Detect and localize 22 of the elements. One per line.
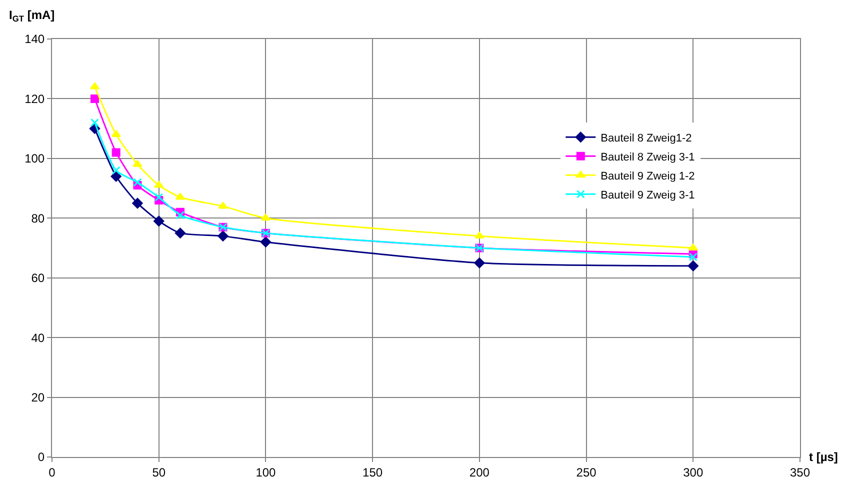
x-tick-label: 150 (362, 465, 383, 480)
x-tick-label: 200 (469, 465, 490, 480)
y-tick-label: 80 (31, 211, 45, 226)
y-tick-label: 60 (31, 271, 45, 286)
legend-label: Bauteil 9 Zweig 1-2 (600, 170, 695, 182)
y-tick-label: 40 (31, 330, 45, 345)
y-tick-label: 20 (31, 390, 45, 404)
x-tick-label: 50 (152, 465, 166, 480)
x-tick-label: 350 (790, 465, 810, 480)
x-tick-label: 300 (683, 465, 704, 480)
x-tick-label: 100 (256, 465, 276, 480)
legend-label: Bauteil 8 Zweig1-2 (600, 132, 692, 144)
x-tick-label: 250 (576, 465, 597, 480)
y-tick-label: 100 (24, 152, 45, 166)
x-axis-title: t [µs] (809, 450, 838, 464)
y-axis-title: I$_{GT}$ [mA] (9, 8, 55, 24)
legend-label: Bauteil 8 Zweig 3-1 (600, 151, 695, 164)
y-tick-label: 0 (38, 450, 45, 464)
y-tick-label: 140 (24, 32, 45, 46)
y-tick-label: 120 (24, 92, 45, 106)
x-tick-label: 0 (48, 465, 56, 480)
legend-label: Bauteil 9 Zweig 3-1 (600, 189, 695, 202)
